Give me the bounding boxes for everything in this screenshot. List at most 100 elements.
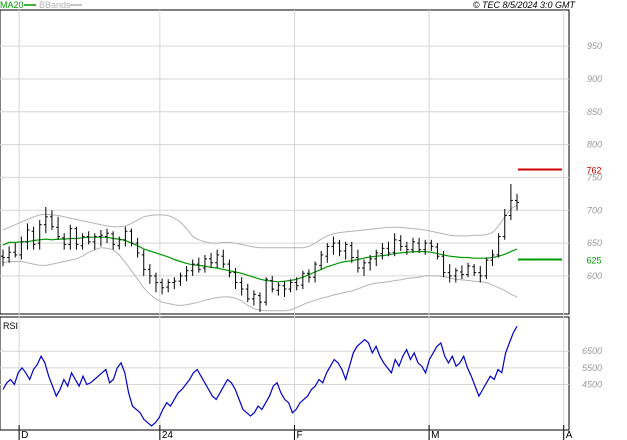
ohlc-bar	[111, 231, 116, 250]
ohlc-bar	[496, 233, 501, 258]
ohlc-bar	[374, 249, 379, 267]
ohlc-bar	[466, 262, 471, 278]
ohlc-bar	[300, 270, 305, 290]
ohlc-bar	[264, 277, 269, 306]
ohlc-bar	[270, 275, 275, 293]
x-tick-label: A	[566, 430, 573, 440]
ohlc-bar	[508, 183, 513, 221]
ohlc-bar	[435, 243, 440, 260]
ohlc-bar	[502, 208, 507, 240]
ohlc-bar	[7, 246, 12, 263]
ohlc-bar	[184, 266, 189, 282]
ohlc-bar	[209, 252, 214, 269]
ohlc-bar	[478, 266, 483, 283]
ohlc-bar	[117, 236, 122, 250]
ohlc-bar	[135, 237, 140, 258]
ohlc-bar	[398, 235, 403, 251]
copyright-text: © TEC 8/5/2024 3:0 GMT	[473, 0, 577, 10]
ohlc-bar	[429, 239, 434, 251]
price-tick-label: 900	[587, 74, 602, 84]
ohlc-bar	[153, 272, 158, 293]
ohlc-bar	[410, 237, 415, 253]
ohlc-bar	[227, 259, 232, 278]
ohlc-bar	[258, 292, 262, 313]
ohlc-bar	[233, 268, 238, 290]
ohlc-bar	[141, 249, 146, 276]
rsi-tick-label: 4500	[582, 379, 602, 389]
ohlc-bar	[313, 261, 318, 283]
ohlc-bar	[441, 250, 446, 278]
ohlc-bar	[1, 249, 5, 267]
ohlc-bar	[19, 236, 24, 260]
ohlc-bar	[294, 277, 299, 291]
ohlc-bar	[68, 224, 73, 250]
ohlc-bar	[404, 241, 409, 255]
ohlc-bar	[490, 249, 495, 267]
ohlc-bar	[178, 272, 183, 286]
ohlc-bar	[423, 239, 428, 255]
ohlc-bar	[74, 226, 79, 250]
price-panel-frame	[0, 9, 570, 315]
ohlc-bar	[221, 249, 226, 269]
ohlc-bar	[105, 228, 110, 244]
ohlc-bar	[98, 229, 103, 247]
ohlc-bar	[62, 233, 67, 250]
ohlc-bar	[343, 241, 348, 260]
ohlc-bar	[49, 210, 54, 230]
ohlc-bar	[80, 233, 85, 250]
ohlc-bar	[337, 239, 342, 257]
rsi-panel-label: RSI	[3, 321, 18, 331]
x-tick-label: F	[296, 430, 302, 440]
ohlc-bar	[92, 233, 97, 250]
rsi-tick-label: 6500	[582, 346, 602, 356]
ohlc-bar	[166, 279, 171, 293]
ohlc-bar	[202, 254, 207, 273]
ohlc-bar	[190, 259, 195, 276]
ohlc-bar	[31, 226, 36, 250]
ohlc-bar	[245, 283, 250, 303]
ohlc-bar	[172, 277, 177, 290]
ohlc-bar	[368, 254, 373, 271]
ohlc-bar	[43, 206, 48, 234]
x-tick-label: D	[21, 430, 28, 440]
rsi-tick-label: 5500	[582, 363, 602, 373]
ohlc-bar	[484, 257, 489, 280]
target-level-label: 625	[586, 256, 601, 266]
legend-ma20: MA20	[0, 0, 24, 10]
price-tick-label: 750	[587, 172, 602, 182]
ohlc-bar	[417, 237, 422, 253]
ohlc-bar	[25, 223, 30, 250]
ohlc-bar	[129, 228, 134, 247]
ohlc-bar	[380, 243, 385, 260]
ohlc-bar	[453, 268, 458, 283]
ohlc-bar	[447, 264, 452, 283]
ohlc-bar	[282, 281, 287, 297]
x-tick-label: 24	[162, 430, 174, 440]
price-bars	[1, 183, 519, 313]
ohlc-bar	[362, 259, 367, 276]
ohlc-bar	[251, 290, 256, 306]
ohlc-bar	[123, 226, 128, 247]
rsi-line	[2, 326, 518, 427]
ohlc-bar	[319, 250, 324, 270]
price-tick-label: 950	[587, 41, 602, 51]
ohlc-bar	[392, 233, 397, 257]
target-level-label: 762	[586, 166, 601, 176]
ohlc-bar	[196, 257, 201, 273]
target-levels: 762 625	[518, 166, 602, 266]
ohlc-bar	[355, 249, 360, 273]
ohlc-bar	[331, 236, 336, 255]
x-tick-label: M	[431, 430, 439, 440]
price-tick-label: 850	[587, 107, 602, 117]
rsi-panel-frame	[0, 316, 570, 431]
ohlc-bar	[515, 193, 519, 211]
ohlc-bar	[13, 243, 18, 258]
axis-labels: 600650700750800850900950D24FMAM450055006…	[18, 41, 602, 440]
ohlc-bar	[349, 241, 354, 263]
ohlc-bar	[239, 277, 244, 296]
price-tick-label: 650	[587, 238, 602, 248]
ohlc-bar	[56, 216, 61, 240]
ohlc-bar	[306, 269, 311, 283]
price-tick-label: 800	[587, 140, 602, 150]
